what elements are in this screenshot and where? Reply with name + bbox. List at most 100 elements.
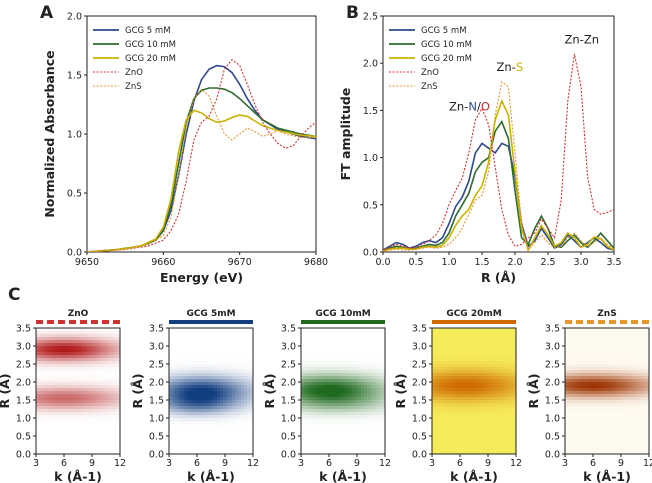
heatmap-cell [450,385,454,389]
heatmap-cell [238,430,242,434]
heatmap-cell [217,430,221,434]
heatmap-cell [492,445,496,449]
heatmap-cell [373,448,377,452]
heatmap-cell [453,391,457,395]
heatmap-cell [54,334,58,338]
heatmap-cell [450,439,454,443]
heatmap-cell [444,448,448,452]
heatmap-cell [93,382,97,386]
heatmap-cell [87,436,91,440]
x-tick-label: 12 [510,458,522,469]
heatmap-cell [108,331,112,335]
heatmap-cell [72,400,76,404]
heatmap-cell [238,406,242,410]
heatmap-cell [568,364,572,368]
heatmap-cell [66,409,70,413]
heatmap-cell [370,373,374,377]
heatmap-cell [244,346,248,350]
heatmap-cell [211,409,215,413]
heatmap-cell [568,385,572,389]
heatmap-cell [99,442,103,446]
y-tick-label: 2.0 [16,378,31,389]
heatmap-cell [337,406,341,410]
heatmap-cell [432,445,436,449]
heatmap-cell [373,370,377,374]
heatmap-cell [367,373,371,377]
heatmap-cell [117,346,121,350]
heatmap-cell [510,409,514,413]
heatmap-cell [370,343,374,347]
heatmap-cell [441,415,445,419]
heatmap-cell [42,364,46,368]
heatmap-cell [319,421,323,425]
heatmap-cell [459,418,463,422]
heatmap-cell [471,373,475,377]
heatmap-cell [325,409,329,413]
heatmap-cell [331,445,335,449]
heatmap-cell [370,400,374,404]
heatmap-cell [75,355,79,359]
y-tick-label: 0.5 [281,432,296,443]
heatmap-cell [379,415,383,419]
heatmap-cell [340,376,344,380]
heatmap-cell [193,352,197,356]
heatmap-cell [331,427,335,431]
heatmap-cell [87,337,91,341]
heatmap-cell [78,346,82,350]
heatmap-cell [87,427,91,431]
heatmap-cell [69,334,73,338]
heatmap-cell [51,442,55,446]
heatmap-cell [358,436,362,440]
heatmap-cell [247,403,251,407]
heatmap-cell [114,376,118,380]
heatmap-cell [307,448,311,452]
heatmap-cell [483,433,487,437]
x-tick-label: 3 [166,458,172,469]
heatmap-cell [358,439,362,443]
heatmap-cell [358,364,362,368]
heatmap-cell [105,343,109,347]
heatmap-cell [373,376,377,380]
heatmap-cell [39,340,43,344]
heatmap-cell [78,370,82,374]
heatmap-cell [462,448,466,452]
heatmap-cell [498,400,502,404]
heatmap-cell [486,424,490,428]
heatmap-cell [301,448,305,452]
heatmap-cell [75,388,79,392]
heatmap-cell [211,421,215,425]
heatmap-cell [316,397,320,401]
heatmap-cell [51,436,55,440]
heatmap-cell [42,379,46,383]
heatmap-cell [438,334,442,338]
heatmap-cell [54,427,58,431]
heatmap-cell [99,331,103,335]
heatmap-cell [489,418,493,422]
heatmap-cell [244,328,248,332]
heatmap-cell [72,388,76,392]
heatmap-cell [453,370,457,374]
heatmap-cell [379,352,383,356]
heatmap-cell [105,424,109,428]
heatmap-cell [450,415,454,419]
heatmap-cell [69,364,73,368]
heatmap-cell [196,445,200,449]
heatmap-cell [507,403,511,407]
heatmap-cell [373,400,377,404]
heatmap-cell [229,418,233,422]
heatmap-cell [36,433,40,437]
heatmap-cell [313,352,317,356]
heatmap-cell [486,331,490,335]
heatmap-cell [111,409,115,413]
heatmap-cell [319,403,323,407]
heatmap-cell [108,409,112,413]
heatmap-cell [462,436,466,440]
heatmap-cell [169,430,173,434]
heatmap-cell [304,409,308,413]
heatmap-cell [465,331,469,335]
heatmap-cell [355,355,359,359]
heatmap-cell [316,361,320,365]
heatmap-cell [187,361,191,365]
heatmap-cell [226,379,230,383]
heatmap-cell [331,331,335,335]
